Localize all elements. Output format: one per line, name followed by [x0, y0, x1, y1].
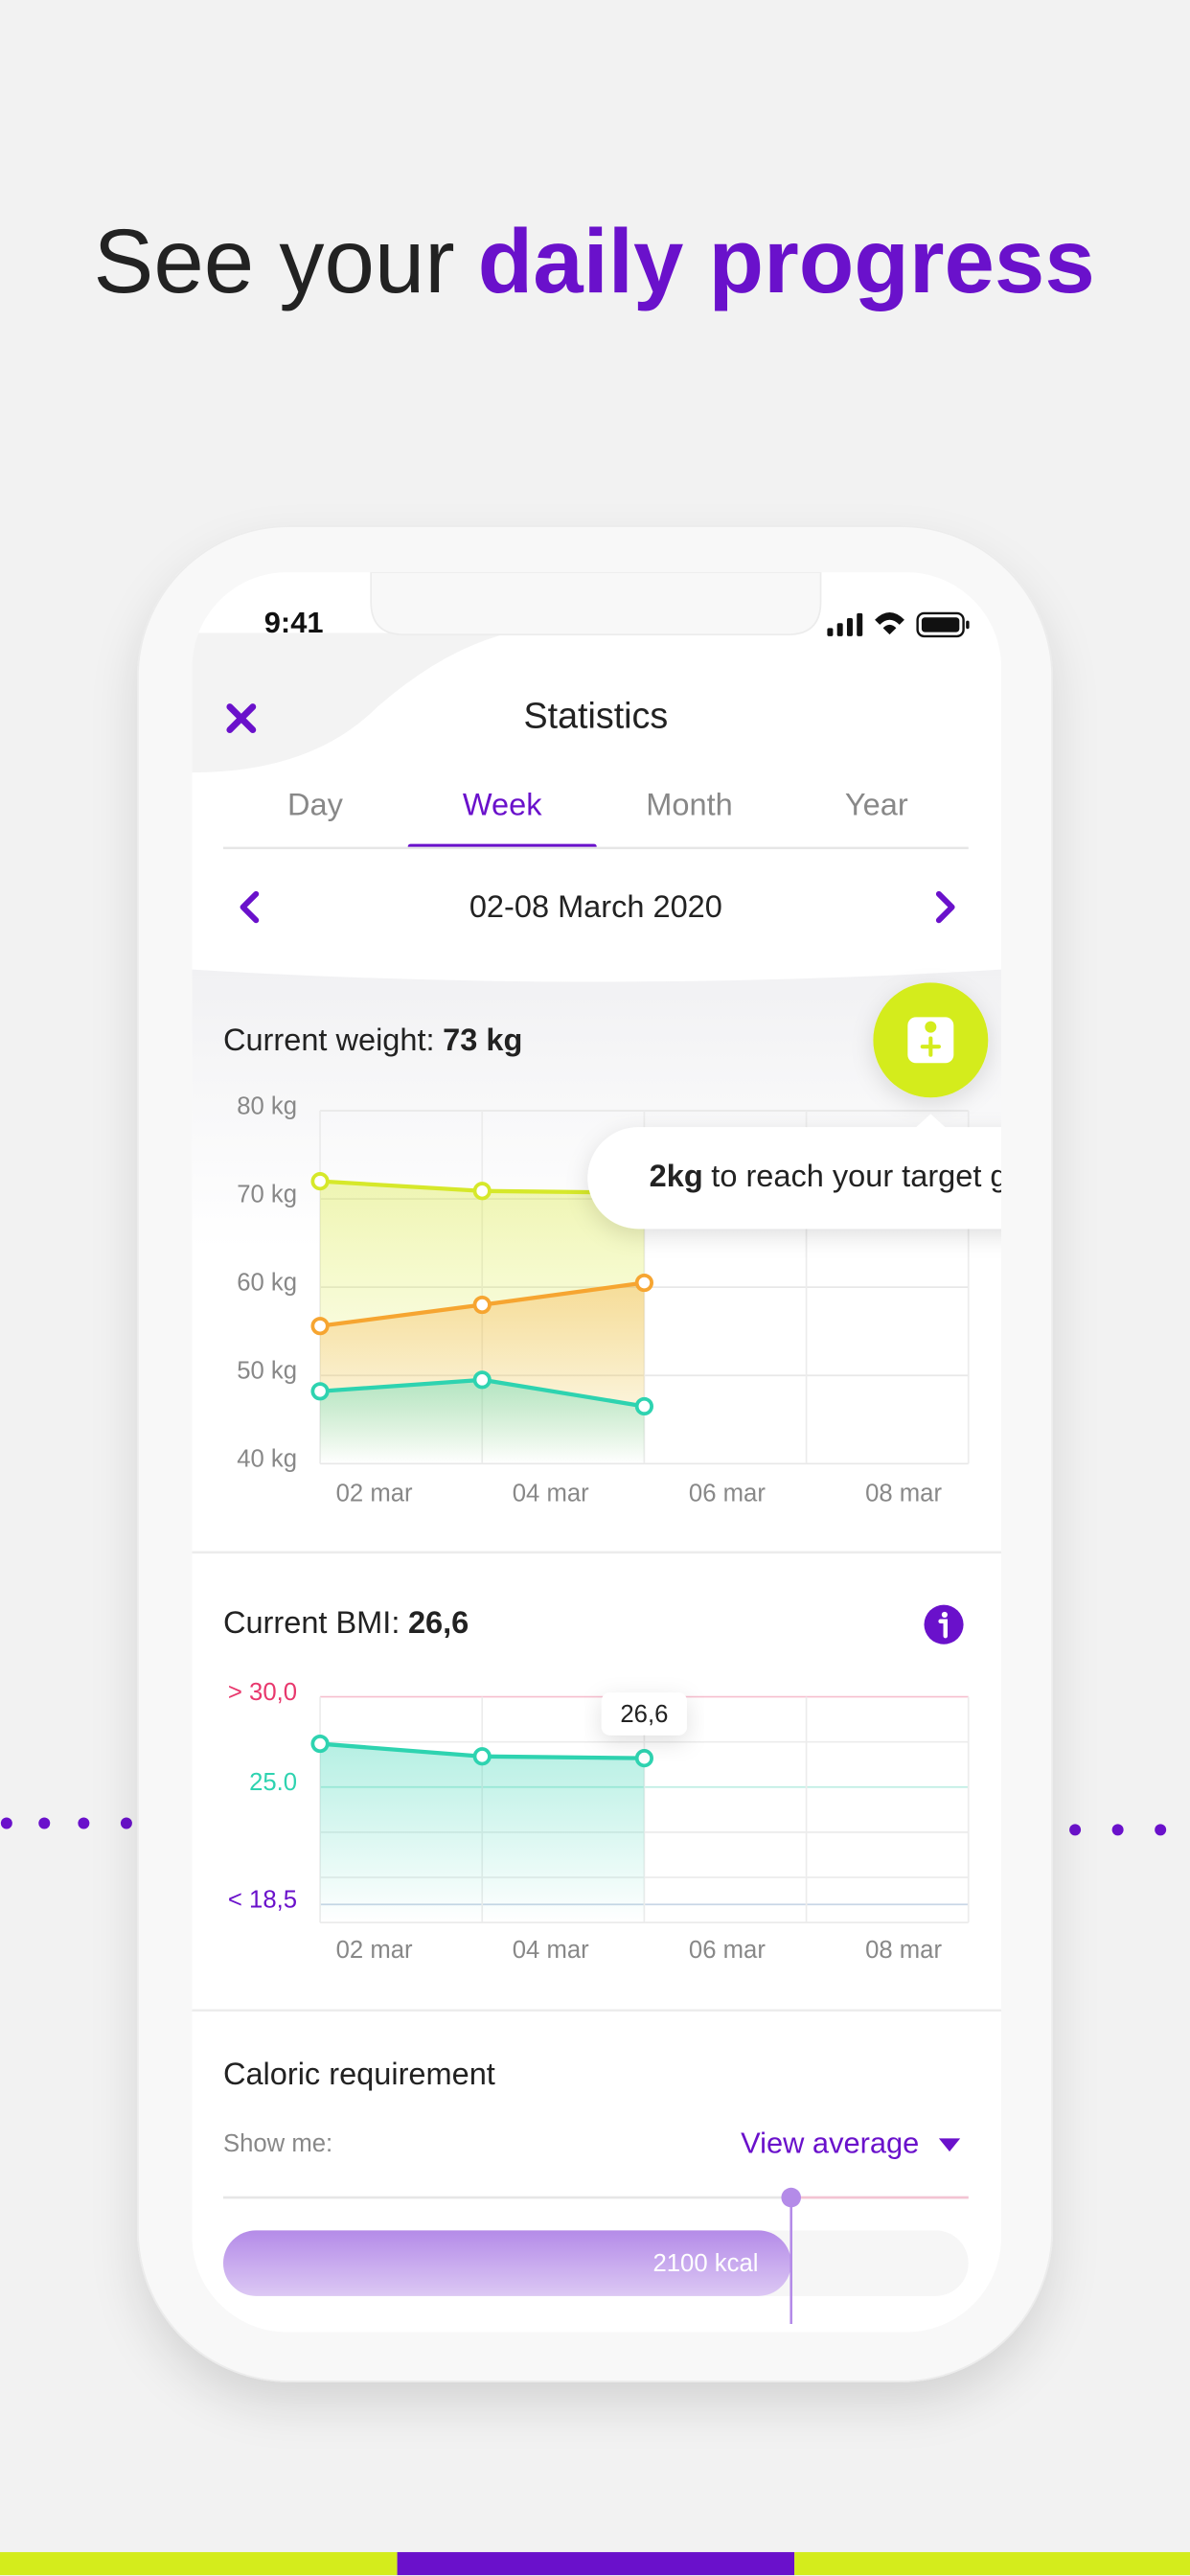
x-tick-label: 02 mar — [336, 1481, 413, 1507]
tab[interactable]: Day — [287, 788, 344, 822]
screen-title: Statistics — [523, 696, 668, 736]
strip — [0, 2552, 398, 2576]
tooltip-bold: 2kg — [650, 1159, 703, 1193]
data-point — [472, 1370, 492, 1390]
value-label: 26,6 — [620, 1701, 668, 1728]
status-icons — [827, 611, 970, 638]
bmi-value: 26,6 — [408, 1605, 469, 1640]
weight-label-text: Current weight: — [223, 1023, 435, 1057]
date-range: 02-08 March 2020 — [469, 889, 722, 924]
dropdown-arrow[interactable] — [938, 2138, 961, 2152]
weight-label: Current weight: 73 kg — [223, 1023, 522, 1057]
decor-dots — [0, 1817, 1167, 1836]
slider-handle[interactable] — [781, 2187, 801, 2208]
series-area — [320, 1743, 645, 1923]
add-weight-button[interactable] — [873, 982, 989, 1098]
x-tick-label: 04 mar — [513, 1481, 589, 1507]
goal-tooltip: 2kg to reach your target goal! — [587, 1114, 1058, 1230]
calories-title: Caloric requirement — [223, 2057, 495, 2091]
headline-bold: daily progress — [478, 211, 1095, 311]
headline-regular: See your — [94, 211, 455, 311]
header-curve — [192, 632, 510, 773]
series-area — [320, 1379, 645, 1464]
data-point — [472, 1295, 492, 1315]
data-point — [310, 1172, 330, 1191]
x-tick-label: 04 mar — [513, 1937, 589, 1964]
x-tick-label: 08 mar — [865, 1481, 942, 1507]
next-button[interactable] — [935, 890, 955, 924]
y-tick-label: 40 kg — [237, 1446, 297, 1473]
x-tick-label: 08 mar — [865, 1937, 942, 1964]
weight-value: 73 kg — [443, 1023, 522, 1057]
x-tick-label: 06 mar — [689, 1481, 766, 1507]
strip — [397, 2552, 795, 2576]
y-tick-label: 80 kg — [237, 1092, 297, 1119]
prev-button[interactable] — [240, 890, 260, 924]
data-point — [634, 1396, 653, 1416]
data-point — [634, 1749, 653, 1768]
y-tick-label: 25.0 — [249, 1769, 297, 1796]
y-tick-label: 70 kg — [237, 1181, 297, 1208]
tab[interactable]: Month — [646, 788, 732, 822]
calorie-bar — [222, 2230, 791, 2296]
tab[interactable]: Year — [845, 788, 908, 822]
tooltip-rest: to reach your target goal! — [711, 1159, 1058, 1193]
screen-content: 9:41 Statistics Day Week Month Year 02-08 M… — [192, 572, 1058, 2324]
y-tick-label: 50 kg — [237, 1358, 297, 1385]
y-tick-label: < 18,5 — [228, 1887, 297, 1914]
bmi-chart: > 30,0 25.0 < 18,5 02 mar 04 mar 06 mar 08 mar… — [228, 1679, 970, 1964]
x-tick-label: 06 mar — [689, 1937, 766, 1964]
close-button[interactable] — [226, 703, 257, 733]
data-point — [634, 1273, 653, 1293]
info-button[interactable] — [924, 1604, 964, 1644]
y-tick-label: 60 kg — [237, 1269, 297, 1296]
bmi-label-text: Current BMI: — [223, 1605, 400, 1640]
data-point — [310, 1382, 330, 1401]
tabs: Day Week Month Year — [287, 788, 908, 849]
weight-chart: 80 kg 70 kg 60 kg 50 kg 40 kg 02 mar 04 mar 06 … — [237, 1092, 970, 1507]
calorie-bar-label: 2100 kcal — [652, 2250, 758, 2277]
x-tick-label: 02 mar — [336, 1937, 413, 1964]
status-time: 9:41 — [264, 606, 324, 639]
show-me-label: Show me: — [223, 2130, 332, 2157]
data-point — [310, 1317, 330, 1336]
tab[interactable]: Week — [463, 788, 542, 822]
view-dropdown[interactable]: View average — [741, 2126, 919, 2159]
data-point — [472, 1747, 492, 1766]
headline: See your daily progress — [94, 211, 1095, 311]
bmi-label: Current BMI: 26,6 — [223, 1605, 469, 1640]
value-callout — [601, 1692, 687, 1736]
data-point — [310, 1734, 330, 1754]
tooltip-text: 2kg to reach your target goal! — [650, 1159, 1058, 1193]
notch — [370, 572, 822, 636]
y-tick-label: > 30,0 — [228, 1679, 297, 1706]
data-point — [472, 1182, 492, 1201]
strip — [794, 2552, 1190, 2576]
